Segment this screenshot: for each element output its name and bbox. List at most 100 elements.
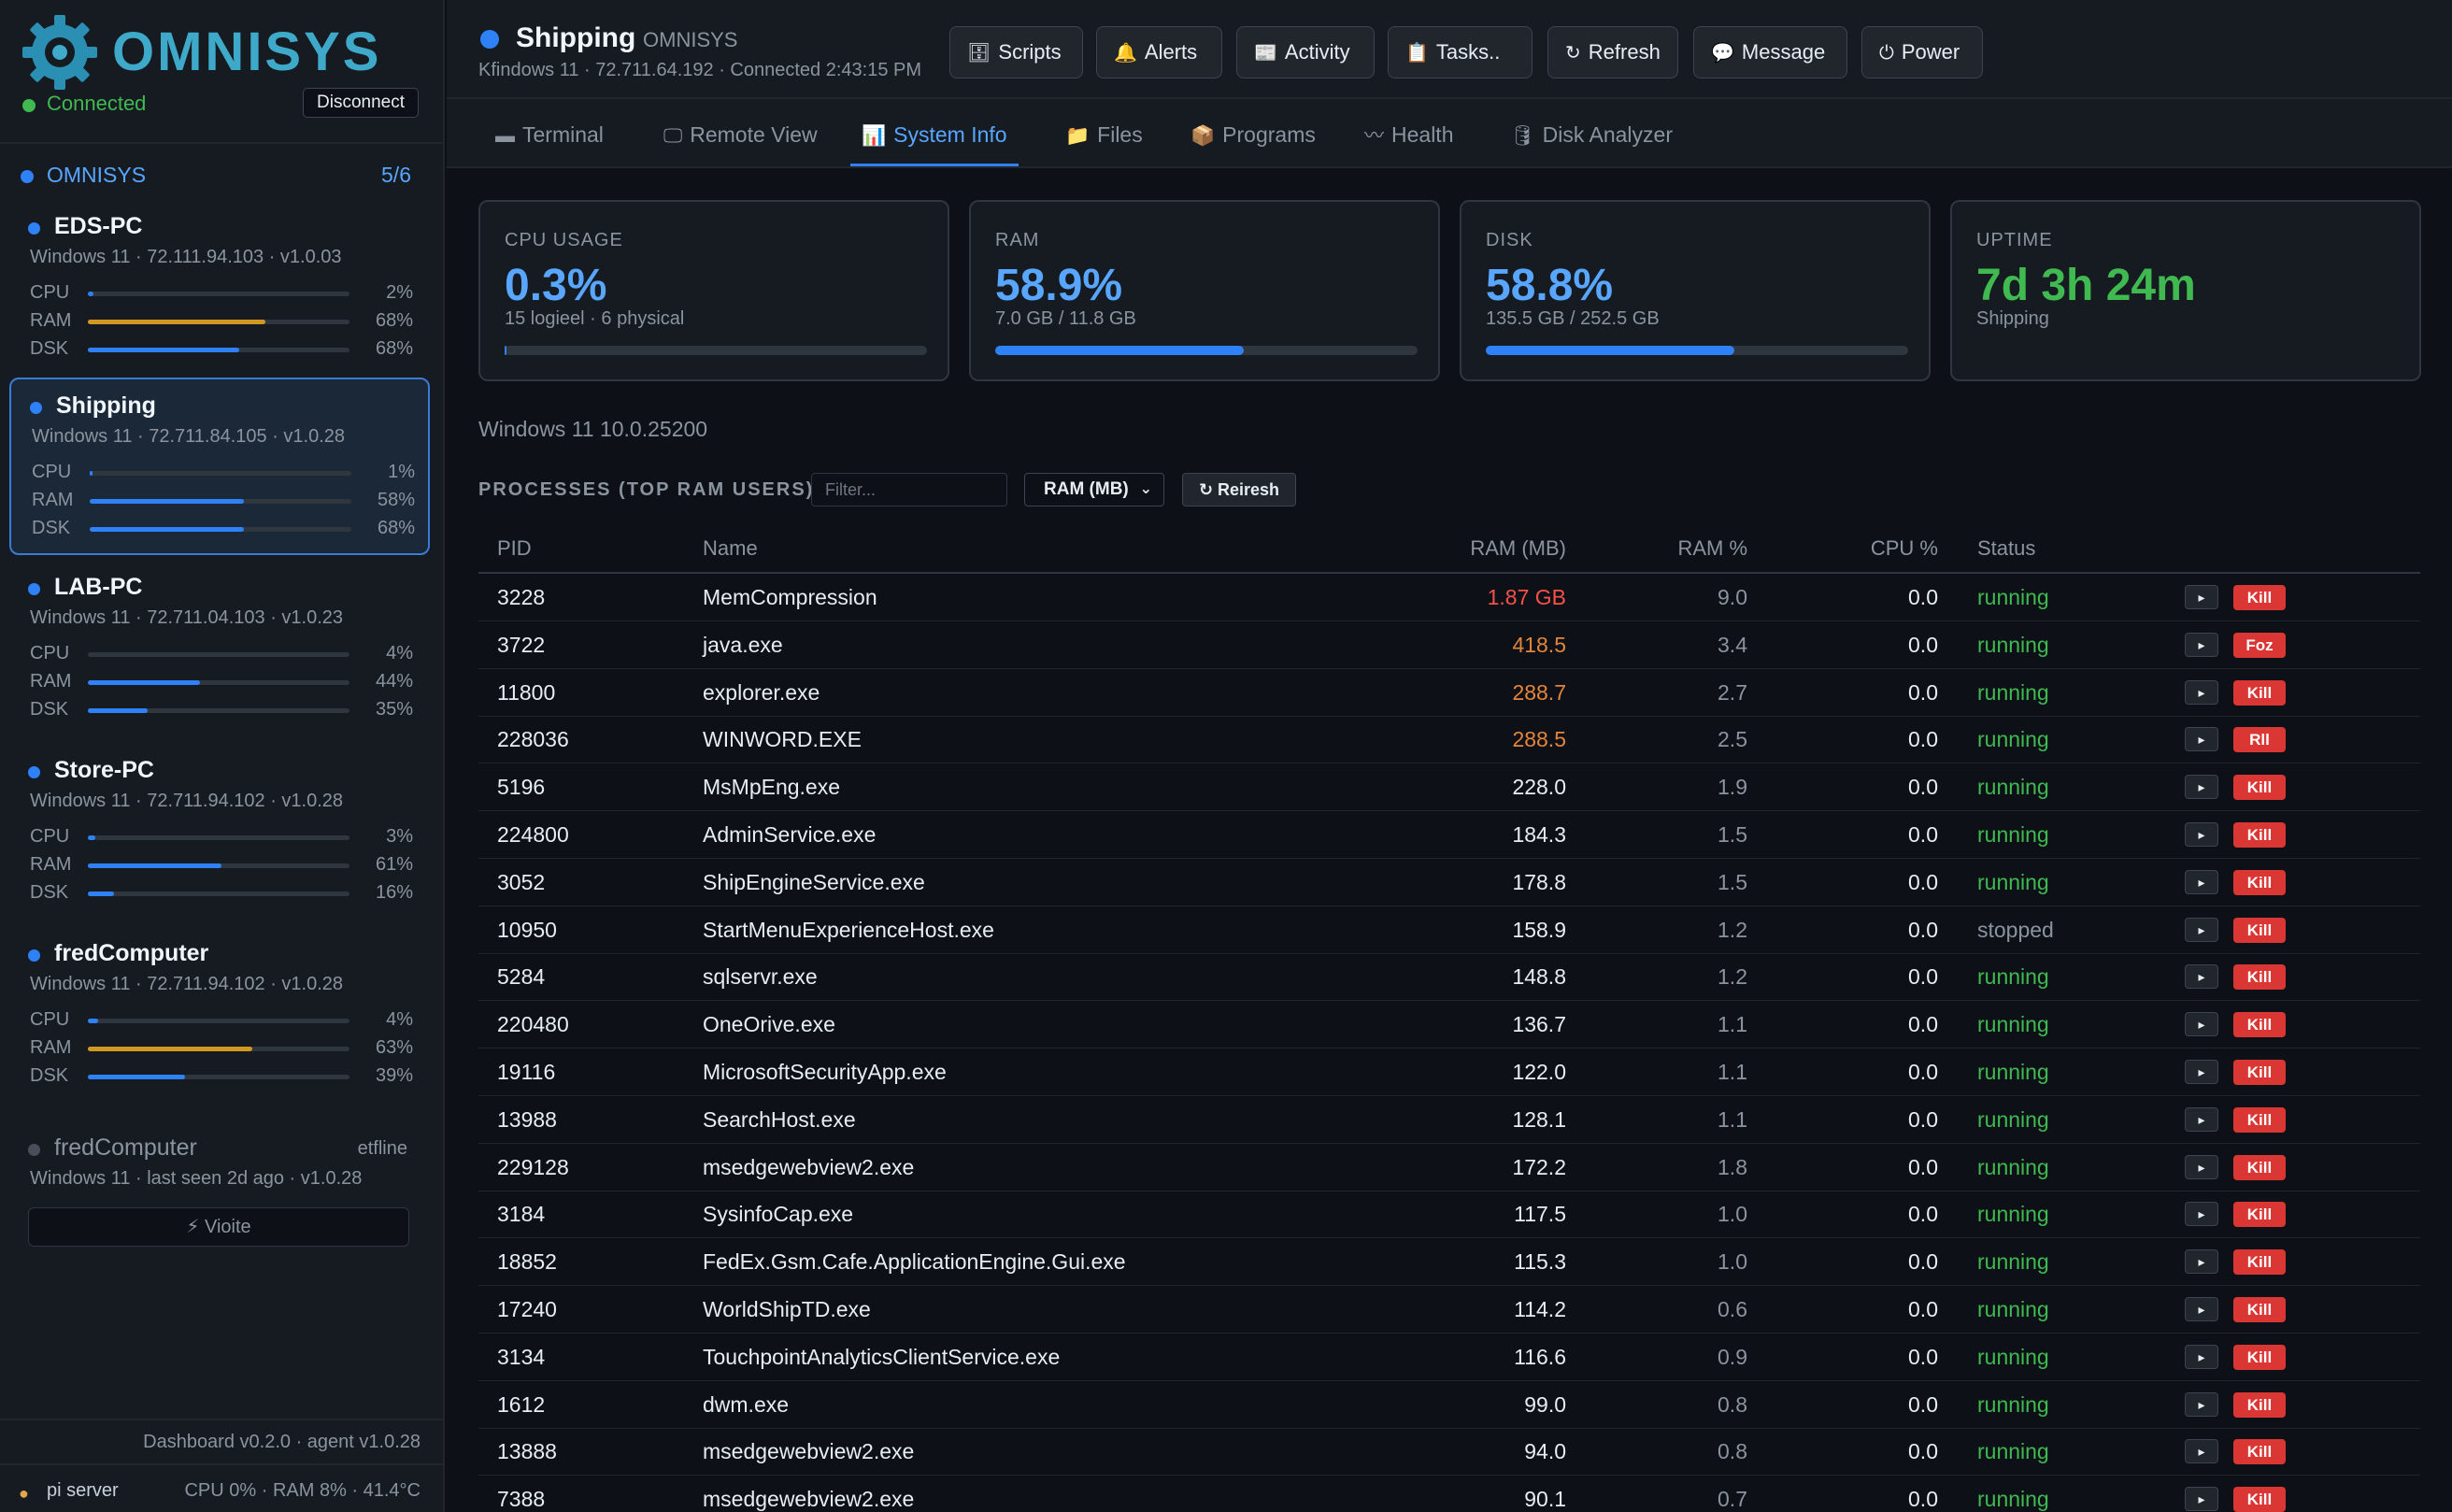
table-row[interactable]: 3722 java.exe 418.5 3.4 0.0 running ▸ Foz — [478, 621, 2420, 669]
table-row[interactable]: 3184 SysinfoCap.exe 117.5 1.0 0.0 running ▸ Kil… — [478, 1191, 2420, 1239]
activity-button[interactable]: 📰 Activity — [1236, 26, 1375, 78]
power-button[interactable]: ⏻ Power — [1861, 26, 1983, 78]
kill-button[interactable]: Kill — [2233, 1202, 2286, 1228]
kill-button[interactable]: Kill — [2233, 1154, 2286, 1180]
disconnect-button[interactable]: Disconnect — [303, 88, 419, 118]
kill-button[interactable]: Kill — [2233, 585, 2286, 610]
table-row[interactable]: 5284 sqlservr.exe 148.8 1.2 0.0 running ▸ Kill — [478, 953, 2420, 1002]
kill-button[interactable]: Kill — [2233, 1487, 2286, 1512]
kill-button[interactable]: Kill — [2233, 869, 2286, 895]
process-details-button[interactable]: ▸ — [2185, 1344, 2218, 1369]
wake-button[interactable]: ⚡ Vioite — [28, 1207, 409, 1247]
process-details-button[interactable]: ▸ — [2185, 1487, 2218, 1512]
kill-button[interactable]: Kill — [2233, 917, 2286, 943]
kill-button[interactable]: Kill — [2233, 775, 2286, 801]
device-card-store-pc[interactable]: Store-PC Windows 11 · 72.711.94.102 · v1.… — [9, 744, 430, 921]
table-row[interactable]: 19116 MicrosoftSecurityApp.exe 122.0 1.1 0.0… — [478, 1048, 2420, 1096]
col-ram-pct[interactable]: RAM % — [1677, 536, 1747, 560]
kill-button[interactable]: Kill — [2233, 1060, 2286, 1085]
process-details-button[interactable]: ▸ — [2185, 775, 2218, 800]
process-ram: 184.3 — [1512, 822, 1566, 847]
table-row[interactable]: 1612 dwm.exe 99.0 0.8 0.0 running ▸ Kill — [478, 1381, 2420, 1429]
process-details-button[interactable]: ▸ — [2185, 964, 2218, 990]
process-details-button[interactable]: ▸ — [2185, 1154, 2218, 1179]
process-details-button[interactable]: ▸ — [2185, 1439, 2218, 1464]
tab-programs[interactable]: 📦 Programs — [1179, 99, 1327, 166]
table-row[interactable]: 13888 msedgewebview2.exe 94.0 0.8 0.0 running… — [478, 1428, 2420, 1476]
kill-button[interactable]: Kill — [2233, 1106, 2286, 1133]
table-row[interactable]: 13988 SearchHost.exe 128.1 1.1 0.0 running ▸ Ki… — [478, 1096, 2420, 1144]
kill-button[interactable]: Kill — [2233, 1344, 2286, 1370]
kill-button[interactable]: Kill — [2233, 1297, 2286, 1322]
kill-button[interactable]: Kill — [2233, 679, 2286, 706]
kill-button[interactable]: Kill — [2233, 1249, 2286, 1276]
process-refresh-button[interactable]: ↻ Reiresh — [1182, 473, 1296, 506]
scripts-button[interactable]: 🗄 Scripts — [949, 26, 1083, 78]
process-filter-input[interactable] — [811, 473, 1007, 506]
table-row[interactable]: 7388 msedgewebview2.exe 90.1 0.7 0.0 running ▸… — [478, 1476, 2420, 1512]
process-details-button[interactable]: ▸ — [2185, 869, 2218, 894]
process-details-button[interactable]: ▸ — [2185, 585, 2218, 609]
process-details-button[interactable]: ▸ — [2185, 822, 2218, 847]
device-card-eds-pc[interactable]: EDS-PC Windows 11 · 72.111.94.103 · v1.0.… — [9, 200, 430, 378]
process-name: WorldShipTD.exe — [703, 1297, 871, 1321]
kill-button[interactable]: Kill — [2233, 822, 2286, 848]
tab-disk-analyzer[interactable]: 🛢 Disk Analyzer — [1499, 99, 1684, 166]
table-row[interactable]: 220480 OneOrive.exe 136.7 1.1 0.0 running ▸ Kil… — [478, 1001, 2420, 1049]
group-header[interactable]: OMNISYS 5/6 — [19, 163, 411, 191]
kill-button[interactable]: Foz — [2233, 632, 2286, 658]
process-ram-pct: 0.7 — [1718, 1487, 1747, 1512]
table-row[interactable]: 228036 WINWORD.EXE 288.5 2.5 0.0 running ▸ Rll — [478, 716, 2420, 764]
table-row[interactable]: 18852 FedEx.Gsm.Cafe.ApplicationEngine.Gu… — [478, 1238, 2420, 1287]
kill-button[interactable]: Rll — [2233, 727, 2286, 753]
process-details-button[interactable]: ▸ — [2185, 1391, 2218, 1417]
col-pid[interactable]: PID — [497, 536, 532, 560]
tab-system-info[interactable]: 📊 System Info — [850, 99, 1019, 166]
process-details-button[interactable]: ▸ — [2185, 1012, 2218, 1037]
kill-button[interactable]: Kill — [2233, 1391, 2286, 1418]
process-details-button[interactable]: ▸ — [2185, 632, 2218, 657]
table-row[interactable]: 224800 AdminService.exe 184.3 1.5 0.0 running… — [478, 811, 2420, 859]
kill-button[interactable]: Kill — [2233, 1439, 2286, 1465]
table-row[interactable]: 3052 ShipEngineService.exe 178.8 1.5 0.0 runn… — [478, 859, 2420, 906]
process-details-button[interactable]: ▸ — [2185, 1249, 2218, 1275]
process-details-button[interactable]: ▸ — [2185, 1106, 2218, 1132]
tab-remote-view[interactable]: 🖵 Remote View — [652, 99, 829, 166]
refresh-button[interactable]: ↻ Refresh — [1547, 26, 1678, 78]
device-group: OMNISYS — [643, 28, 738, 51]
table-row[interactable]: 11800 explorer.exe 288.7 2.7 0.0 running ▸ Kill — [478, 669, 2420, 717]
table-row[interactable]: 229128 msedgewebview2.exe 172.2 1.8 0.0 runni… — [478, 1144, 2420, 1191]
tab-health[interactable]: 〰 Health — [1353, 99, 1464, 166]
process-details-button[interactable]: ▸ — [2185, 1297, 2218, 1321]
process-details-button[interactable]: ▸ — [2185, 727, 2218, 752]
device-card-fredcomputer[interactable]: fredComputer Windows 11 · 72.711.94.102 ·… — [9, 927, 430, 1105]
process-details-button[interactable]: ▸ — [2185, 1060, 2218, 1084]
table-row[interactable]: 5196 MsMpEng.exe 228.0 1.9 0.0 running ▸ Kill — [478, 763, 2420, 812]
col-status[interactable]: Status — [1977, 536, 2036, 560]
device-card-shipping[interactable]: Shipping Windows 11 · 72.711.84.105 · v1.… — [9, 378, 430, 555]
kill-button[interactable]: Kill — [2233, 964, 2286, 991]
process-details-button[interactable]: ▸ — [2185, 679, 2218, 705]
process-details-button[interactable]: ▸ — [2185, 917, 2218, 942]
tab-files[interactable]: 📁 Files — [1054, 99, 1154, 166]
process-details-button[interactable]: ▸ — [2185, 1202, 2218, 1227]
sort-select[interactable]: RAM (MB) ⌄ — [1024, 473, 1164, 506]
device-card-lab-pc[interactable]: LAB-PC Windows 11 · 72.711.04.103 · v1.0.… — [9, 561, 430, 738]
table-row[interactable]: 3134 TouchpointAnalyticsClientService.exe… — [478, 1334, 2420, 1381]
alerts-button[interactable]: 🔔 Alerts — [1096, 26, 1222, 78]
metric-bar — [88, 1019, 349, 1023]
tasks-button[interactable]: 📋 Tasks.. — [1388, 26, 1532, 78]
col-ram[interactable]: RAM (MB) — [1470, 536, 1566, 560]
process-status: running — [1977, 1106, 2049, 1132]
tab-terminal[interactable]: ▬ Terminal — [484, 99, 615, 166]
table-row[interactable]: 3228 MemCompression 1.87 GB 9.0 0.0 running ▸ K… — [478, 574, 2420, 621]
metric-bar — [88, 680, 349, 685]
table-row[interactable]: 10950 StartMenuExperienceHost.exe 158.9 1.2… — [478, 906, 2420, 954]
device-card-offline[interactable]: fredComputer etfline Windows 11 · last s… — [9, 1121, 430, 1252]
col-cpu-pct[interactable]: CPU % — [1870, 536, 1938, 560]
sort-select-value: RAM (MB) — [1044, 479, 1129, 499]
col-name[interactable]: Name — [703, 536, 758, 560]
message-button[interactable]: 💬 Message — [1693, 26, 1847, 78]
table-row[interactable]: 17240 WorldShipTD.exe 114.2 0.6 0.0 running ▸ K… — [478, 1286, 2420, 1334]
kill-button[interactable]: Kill — [2233, 1012, 2286, 1038]
